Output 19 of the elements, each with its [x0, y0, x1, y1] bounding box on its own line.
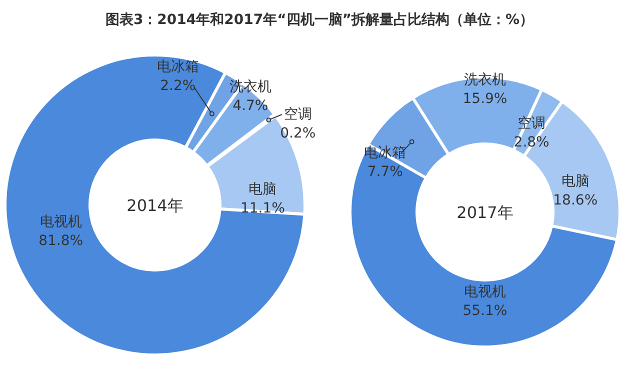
- text: 2014年: [126, 196, 184, 215]
- text: 2017年: [456, 203, 514, 222]
- legend-label: 空调: [284, 106, 312, 122]
- data-label: 2.8%: [514, 134, 550, 150]
- data-label: 4.7%: [232, 98, 268, 114]
- slice-label: 电冰箱: [156, 59, 199, 76]
- data-label: 15.9%: [462, 90, 508, 107]
- data-label: 81.8%: [38, 233, 84, 250]
- data-label: 0.2%: [280, 126, 316, 142]
- data-label: 7.7%: [367, 164, 403, 180]
- chart-title: 图表3：2014年和2017年“四机一脑”拆解量占比结构（单位：%）: [105, 11, 534, 28]
- data-label: 55.1%: [462, 302, 508, 319]
- slice-label: 电脑: [561, 173, 590, 190]
- slice-label: 电脑: [248, 181, 277, 198]
- data-label: 2.2%: [160, 78, 196, 94]
- data-label: 18.6%: [553, 192, 598, 208]
- slice-label: 电视机: [40, 214, 82, 230]
- data-label: 11.1%: [240, 200, 285, 216]
- slice-label: 电视机: [464, 284, 506, 300]
